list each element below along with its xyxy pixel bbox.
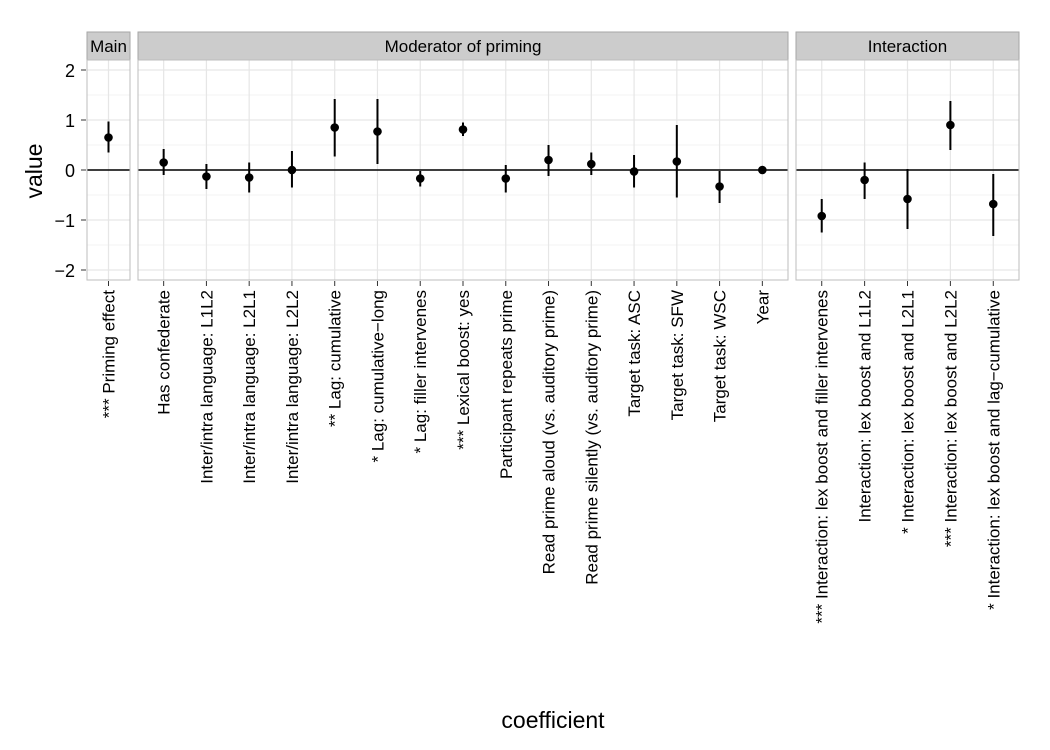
estimate-point bbox=[104, 133, 113, 142]
estimate-point bbox=[330, 123, 340, 132]
facet-strip-label: Main bbox=[90, 37, 127, 56]
estimate-point bbox=[946, 120, 955, 130]
estimate-point bbox=[903, 194, 912, 204]
estimate-point bbox=[860, 175, 869, 185]
x-tick-label: ** Lag: cumulative bbox=[326, 290, 345, 427]
estimate-point bbox=[586, 159, 596, 169]
y-tick-label: −1 bbox=[54, 211, 75, 231]
estimate-point bbox=[287, 165, 297, 175]
y-axis-title: value bbox=[21, 144, 47, 199]
facet-strip-label: Interaction bbox=[868, 37, 947, 56]
x-tick-label: Inter/intra language: L1L2 bbox=[197, 290, 216, 484]
facet-strip bbox=[137, 31, 789, 61]
panel-border bbox=[86, 59, 131, 281]
estimate-point bbox=[373, 127, 382, 136]
x-tick-label: Inter/intra language: L2L2 bbox=[283, 290, 302, 484]
y-axis: −2 −1 0 1 2 bbox=[54, 61, 86, 281]
facet-strip-label: Moderator of priming bbox=[385, 37, 542, 56]
estimate-point bbox=[244, 173, 254, 182]
estimate-point bbox=[817, 211, 827, 221]
x-tick-label: Has confederate bbox=[155, 290, 174, 415]
estimate-point bbox=[458, 125, 468, 134]
x-tick-label: *** Interaction: lex boost and L2L2 bbox=[941, 290, 960, 547]
x-tick-label: Read prime silently (vs. auditory prime) bbox=[582, 290, 601, 585]
estimate-point bbox=[672, 157, 682, 166]
facet-2: Moderator of priming Has confederate Inter… bbox=[137, 31, 789, 585]
x-tick-label: Target task: SFW bbox=[668, 290, 687, 420]
x-tick-label: *** Priming effect bbox=[100, 290, 119, 418]
x-tick-label: Year bbox=[753, 290, 772, 325]
x-tick-label: *** Lexical boost: yes bbox=[454, 290, 473, 450]
x-tick-label: Read prime aloud (vs. auditory prime) bbox=[540, 290, 559, 574]
x-axis-title: coefficient bbox=[501, 707, 605, 733]
estimate-point bbox=[758, 165, 767, 175]
facet-panels: Main *** Priming effect Moderator of primi… bbox=[86, 31, 1020, 624]
panel-border bbox=[137, 59, 789, 281]
y-tick-label: −2 bbox=[54, 261, 75, 281]
x-tick-label: Target task: WSC bbox=[711, 290, 730, 422]
y-tick-label: 1 bbox=[65, 111, 75, 131]
estimate-point bbox=[159, 158, 168, 167]
estimate-point bbox=[715, 182, 724, 191]
x-tick-label: Participant repeats prime bbox=[497, 290, 516, 479]
x-tick-label: * Interaction: lex boost and L2L1 bbox=[899, 290, 918, 534]
estimate-point bbox=[202, 172, 211, 181]
estimate-point bbox=[415, 174, 425, 183]
y-tick-label: 0 bbox=[65, 161, 75, 181]
estimate-point bbox=[544, 155, 553, 165]
x-tick-label: * Interaction: lex boost and lag−cumulat… bbox=[984, 290, 1003, 610]
facet-1: Main *** Priming effect bbox=[86, 31, 131, 418]
x-tick-label: Target task: ASC bbox=[625, 290, 644, 417]
x-tick-label: *** Interaction: lex boost and filler in… bbox=[813, 290, 832, 624]
estimate-point bbox=[501, 174, 511, 183]
estimate-point bbox=[629, 167, 639, 176]
estimate-point bbox=[988, 199, 998, 209]
x-tick-label: Inter/intra language: L2L1 bbox=[240, 290, 259, 484]
y-tick-label: 2 bbox=[65, 61, 75, 81]
x-tick-label: * Lag: filler intervenes bbox=[411, 290, 430, 453]
facet-3: Interaction *** Interaction: lex boost an… bbox=[795, 31, 1020, 624]
panel-border bbox=[795, 59, 1020, 281]
x-tick-label: Interaction: lex boost and L1L2 bbox=[856, 290, 875, 523]
x-tick-label: * Lag: cumulative−long bbox=[368, 290, 387, 462]
